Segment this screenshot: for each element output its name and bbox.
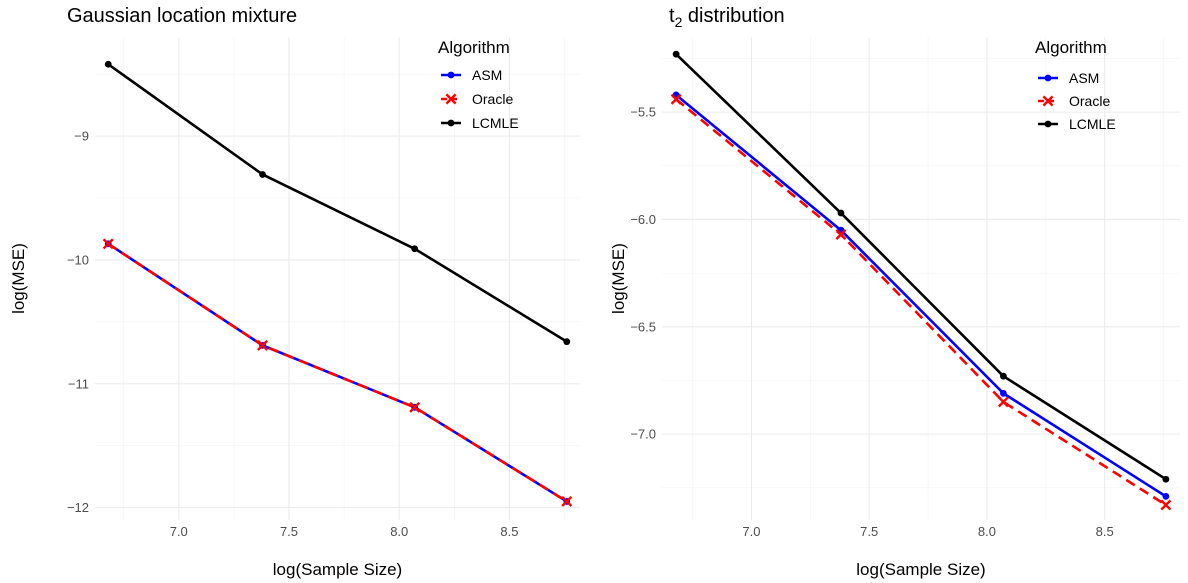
y-tick-label: −5.5 (630, 105, 656, 120)
point-oracle (1160, 499, 1172, 511)
series-line-lcmle (107, 63, 568, 343)
point-oracle (835, 229, 847, 240)
point-oracle (257, 339, 268, 351)
y-tick-label: −6.5 (630, 319, 656, 334)
legend-label-asm: ASM (472, 67, 502, 83)
legend-label-lcmle: LCMLE (472, 115, 519, 131)
point-lcmle (672, 50, 680, 58)
legend-key-marker-lcmle (1044, 120, 1052, 128)
x-tick-label: 8.0 (390, 524, 408, 539)
point-lcmle (411, 245, 419, 253)
x-tick-label: 8.5 (1096, 524, 1114, 539)
series-line-asm (107, 242, 568, 503)
point-lcmle (1000, 372, 1007, 380)
point-lcmle (1162, 475, 1170, 483)
gridlines (95, 37, 580, 520)
chart-panel-2: 7.0 7.5 8.0 8.5 −5.5 −6.0 −6.5 −7.0 log(Sample S… (609, 5, 1180, 579)
plot-title: t2 distribution (669, 5, 785, 30)
gridlines (662, 37, 1180, 520)
y-axis-title: log(MSE) (609, 243, 628, 314)
y-tick-label: −9 (74, 129, 89, 144)
x-tick-label: 7.0 (742, 524, 760, 539)
x-axis-title: log(Sample Size) (273, 560, 402, 579)
point-lcmle (563, 338, 571, 346)
chart-panel-1: 7.0 7.5 8.0 8.5 −9 −10 −11 −12 log(Sample Size) l… (9, 5, 580, 579)
point-oracle (409, 401, 421, 413)
legend-key-marker-lcmle (447, 119, 455, 127)
y-tick-label: −10 (67, 252, 89, 267)
legend-key-marker-oracle (1042, 95, 1054, 107)
legend-label-oracle: Oracle (472, 91, 513, 107)
x-tick-label: 7.5 (860, 524, 878, 539)
series-line-oracle (107, 242, 568, 503)
legend-key-marker-asm (1044, 74, 1052, 82)
legend-label-asm: ASM (1069, 70, 1099, 86)
point-lcmle (837, 209, 845, 217)
point-lcmle (259, 171, 266, 178)
point-lcmle (104, 60, 112, 68)
point-asm (1162, 492, 1170, 500)
plot-title: Gaussian location mixture (67, 5, 297, 27)
legend: Algorithm ASM Oracle LCMLE (1035, 38, 1116, 132)
series-line-oracle (675, 98, 1167, 507)
y-tick-label: −11 (68, 376, 89, 391)
x-tick-label: 7.0 (170, 524, 188, 539)
y-axis-title: log(MSE) (9, 243, 28, 314)
legend: Algorithm ASM Oracle LCMLE (438, 38, 519, 131)
series-line-lcmle (675, 53, 1167, 481)
point-oracle (670, 93, 682, 105)
series-line-asm (675, 93, 1167, 498)
legend-title: Algorithm (1035, 38, 1107, 57)
point-oracle (997, 396, 1009, 408)
y-tick-label: −7.0 (630, 427, 656, 442)
x-tick-label: 8.0 (978, 524, 996, 539)
legend-label-lcmle: LCMLE (1069, 116, 1116, 132)
y-tick-label: −12 (67, 500, 89, 515)
point-oracle (102, 238, 114, 250)
legend-label-oracle: Oracle (1069, 93, 1110, 109)
x-axis-title: log(Sample Size) (856, 560, 985, 579)
x-tick-label: 7.5 (280, 524, 298, 539)
legend-key-marker-asm (447, 71, 455, 79)
y-tick-label: −6.0 (630, 212, 656, 227)
legend-title: Algorithm (438, 38, 510, 57)
point-asm (1000, 389, 1007, 397)
point-oracle (561, 495, 573, 507)
x-tick-label: 8.5 (500, 524, 518, 539)
legend-key-marker-oracle (445, 93, 457, 105)
